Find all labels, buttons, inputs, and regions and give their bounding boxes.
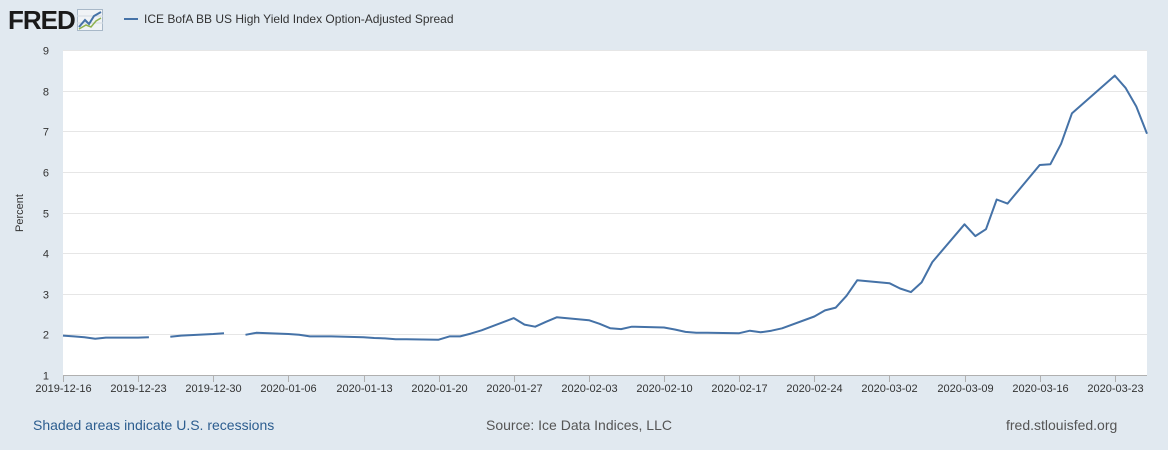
fred-logo[interactable]: FRED	[8, 6, 103, 34]
recessions-note-link[interactable]: Shaded areas indicate U.S. recessions	[33, 417, 275, 433]
x-tick-label: 2020-03-02	[861, 383, 917, 395]
y-tick-label: 9	[43, 46, 49, 58]
y-tick-label: 8	[43, 87, 49, 99]
series-line[interactable]	[62, 74, 1148, 341]
y-tick-label: 2	[43, 330, 49, 342]
source-note: Source: Ice Data Indices, LLC	[486, 417, 672, 433]
x-tick-label: 2020-02-10	[636, 383, 692, 395]
y-tick-label: 4	[43, 249, 49, 261]
x-axis-ticks: 2019-12-16 2019-12-23 2019-12-30 2020-01-06…	[35, 375, 1144, 395]
legend-series-label: ICE BofA BB US High Yield Index Option-A…	[144, 12, 454, 26]
x-tick-label: 2020-03-23	[1087, 383, 1143, 395]
x-tick-label: 2020-01-20	[411, 383, 467, 395]
x-tick-label: 2019-12-16	[35, 383, 91, 395]
plot-background	[63, 50, 1147, 375]
y-tick-label: 5	[43, 209, 49, 221]
grid-lines	[63, 50, 1147, 335]
chart-legend[interactable]: ICE BofA BB US High Yield Index Option-A…	[124, 12, 454, 26]
y-tick-label: 7	[43, 127, 49, 139]
x-tick-label: 2020-01-13	[336, 383, 392, 395]
x-tick-label: 2020-02-03	[561, 383, 617, 395]
x-tick-label: 2020-03-16	[1012, 383, 1068, 395]
x-tick-label: 2020-02-24	[786, 383, 842, 395]
y-tick-label: 1	[43, 371, 49, 383]
site-url: fred.stlouisfed.org	[1006, 417, 1118, 433]
legend-swatch	[124, 18, 138, 20]
x-tick-label: 2020-01-27	[486, 383, 542, 395]
chart-line-icon	[76, 9, 103, 31]
y-axis-ticks: 1 2 3 4 5 6 7 8 9	[43, 46, 49, 383]
x-tick-label: 2020-02-17	[711, 383, 767, 395]
x-tick-label: 2020-03-09	[937, 383, 993, 395]
x-tick-label: 2020-01-06	[260, 383, 316, 395]
y-axis-label: Percent	[14, 194, 26, 232]
y-tick-label: 3	[43, 290, 49, 302]
fred-logo-text: FRED	[8, 5, 76, 35]
y-tick-label: 6	[43, 168, 49, 180]
x-tick-label: 2019-12-30	[185, 383, 241, 395]
x-tick-label: 2019-12-23	[110, 383, 166, 395]
